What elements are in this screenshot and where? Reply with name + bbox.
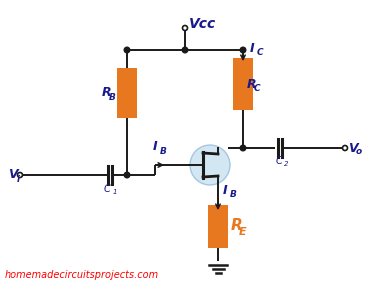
Text: R: R — [102, 86, 112, 99]
Text: I: I — [223, 183, 228, 196]
Bar — [117, 68, 137, 118]
Text: C: C — [276, 156, 282, 166]
Text: C: C — [103, 184, 110, 194]
Circle shape — [240, 145, 246, 151]
Text: V: V — [8, 168, 18, 181]
Circle shape — [124, 172, 130, 178]
Text: R: R — [231, 219, 243, 234]
Text: V: V — [348, 142, 357, 155]
Text: R: R — [247, 78, 257, 91]
Text: 2: 2 — [284, 161, 288, 167]
Circle shape — [190, 145, 230, 185]
Circle shape — [124, 47, 130, 53]
Text: i: i — [17, 175, 20, 183]
Text: E: E — [239, 227, 247, 237]
Text: B: B — [160, 148, 166, 156]
Circle shape — [18, 173, 22, 178]
Circle shape — [342, 145, 348, 150]
Circle shape — [182, 47, 188, 53]
Text: C: C — [254, 84, 260, 94]
Text: I: I — [153, 140, 157, 153]
Bar — [233, 58, 253, 110]
Text: C: C — [257, 48, 263, 58]
Text: I: I — [250, 42, 255, 55]
Text: homemadecircuitsprojects.com: homemadecircuitsprojects.com — [5, 270, 159, 280]
Text: B: B — [109, 94, 115, 102]
Circle shape — [240, 47, 246, 53]
Circle shape — [182, 25, 188, 30]
Text: Vcc: Vcc — [189, 17, 216, 31]
Text: 1: 1 — [113, 189, 117, 195]
Text: B: B — [229, 191, 236, 199]
Text: o: o — [356, 148, 362, 157]
Bar — [208, 205, 228, 248]
